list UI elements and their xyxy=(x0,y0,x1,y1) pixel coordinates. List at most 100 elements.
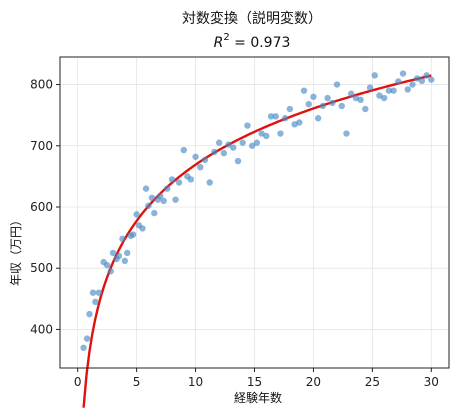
data-point xyxy=(123,249,131,257)
data-point xyxy=(103,261,111,269)
y-tick-label: 600 xyxy=(30,200,53,214)
data-point xyxy=(296,119,303,126)
y-tick-label: 500 xyxy=(30,261,53,275)
x-tick-label: 20 xyxy=(306,375,321,389)
data-point xyxy=(329,99,336,107)
ticks: 0 5 10 15 20 25 30 400 500 600 700 800 xyxy=(30,78,439,389)
data-point xyxy=(281,115,289,122)
data-point xyxy=(121,257,129,265)
data-point xyxy=(272,113,279,120)
data-point xyxy=(305,100,312,108)
data-point xyxy=(89,289,97,296)
data-point xyxy=(80,344,87,351)
data-point xyxy=(175,179,183,186)
subtitle-rest: = 0.973 xyxy=(230,35,291,51)
data-point xyxy=(115,252,123,260)
data-point xyxy=(395,78,402,85)
data-point xyxy=(319,102,327,110)
data-point xyxy=(385,87,393,94)
data-point xyxy=(362,105,369,113)
y-tick-label: 400 xyxy=(30,322,53,336)
x-tick-label: 5 xyxy=(133,375,141,389)
data-point xyxy=(172,196,179,203)
data-point xyxy=(248,142,256,149)
y-tick-label: 800 xyxy=(30,78,53,92)
data-point xyxy=(404,86,411,93)
data-point xyxy=(86,310,93,318)
data-point xyxy=(139,225,146,232)
data-point xyxy=(145,202,152,209)
data-point xyxy=(133,211,140,218)
x-tick-label: 0 xyxy=(74,375,82,389)
data-point xyxy=(333,81,341,88)
grid xyxy=(60,57,449,368)
data-point xyxy=(258,130,265,137)
x-axis-label: 経験年数 xyxy=(234,390,282,405)
data-point xyxy=(234,157,242,165)
data-point xyxy=(423,72,430,79)
data-point xyxy=(413,75,421,82)
data-point xyxy=(376,92,383,99)
data-point xyxy=(160,197,167,205)
data-point xyxy=(129,231,137,238)
data-point xyxy=(338,102,345,110)
data-point xyxy=(371,72,378,79)
data-point xyxy=(206,179,213,186)
data-point xyxy=(310,93,317,100)
data-point xyxy=(151,209,158,217)
data-point xyxy=(164,185,171,192)
data-point xyxy=(314,115,322,122)
data-point xyxy=(187,176,195,183)
subtitle-sup: 2 xyxy=(223,32,229,43)
data-point xyxy=(277,130,284,137)
chart-subtitle: R2 = 0.973 xyxy=(214,32,291,51)
data-point xyxy=(230,144,237,151)
data-point xyxy=(168,176,176,183)
data-point xyxy=(343,130,350,137)
chart-title: 対数変換（説明変数） xyxy=(182,10,322,27)
data-point xyxy=(148,194,156,202)
data-point xyxy=(366,84,374,91)
subtitle-r: R xyxy=(214,35,224,51)
data-point xyxy=(156,192,164,200)
data-point xyxy=(399,70,407,77)
data-point xyxy=(180,146,187,154)
data-point xyxy=(324,94,331,102)
y-tick-label: 700 xyxy=(30,139,53,153)
data-point xyxy=(83,335,91,342)
data-point xyxy=(109,249,117,257)
data-point xyxy=(300,87,308,94)
data-point xyxy=(409,81,416,88)
data-point xyxy=(263,132,270,140)
data-point xyxy=(428,76,435,83)
data-point xyxy=(192,153,199,160)
data-point xyxy=(107,268,114,275)
data-point xyxy=(201,156,209,164)
data-point xyxy=(418,77,426,85)
data-point xyxy=(390,87,397,94)
y-axis-label: 年収（万円） xyxy=(9,214,23,286)
data-point xyxy=(142,185,150,192)
data-point xyxy=(267,113,275,120)
data-point xyxy=(357,96,364,104)
data-point xyxy=(253,139,261,146)
data-point xyxy=(215,139,223,146)
x-tick-label: 30 xyxy=(424,375,439,389)
data-point xyxy=(197,163,204,171)
data-point xyxy=(239,139,246,146)
data-point xyxy=(380,94,388,102)
x-tick-label: 10 xyxy=(188,375,203,389)
data-point xyxy=(220,149,228,157)
data-point xyxy=(211,148,218,156)
x-tick-label: 25 xyxy=(365,375,380,389)
data-point xyxy=(225,141,232,148)
points-layer xyxy=(80,70,435,351)
fit-layer xyxy=(82,74,432,408)
data-point xyxy=(92,298,99,306)
data-point xyxy=(244,122,251,129)
fit-curve xyxy=(82,74,432,408)
data-point xyxy=(347,90,355,97)
data-point xyxy=(286,105,294,113)
